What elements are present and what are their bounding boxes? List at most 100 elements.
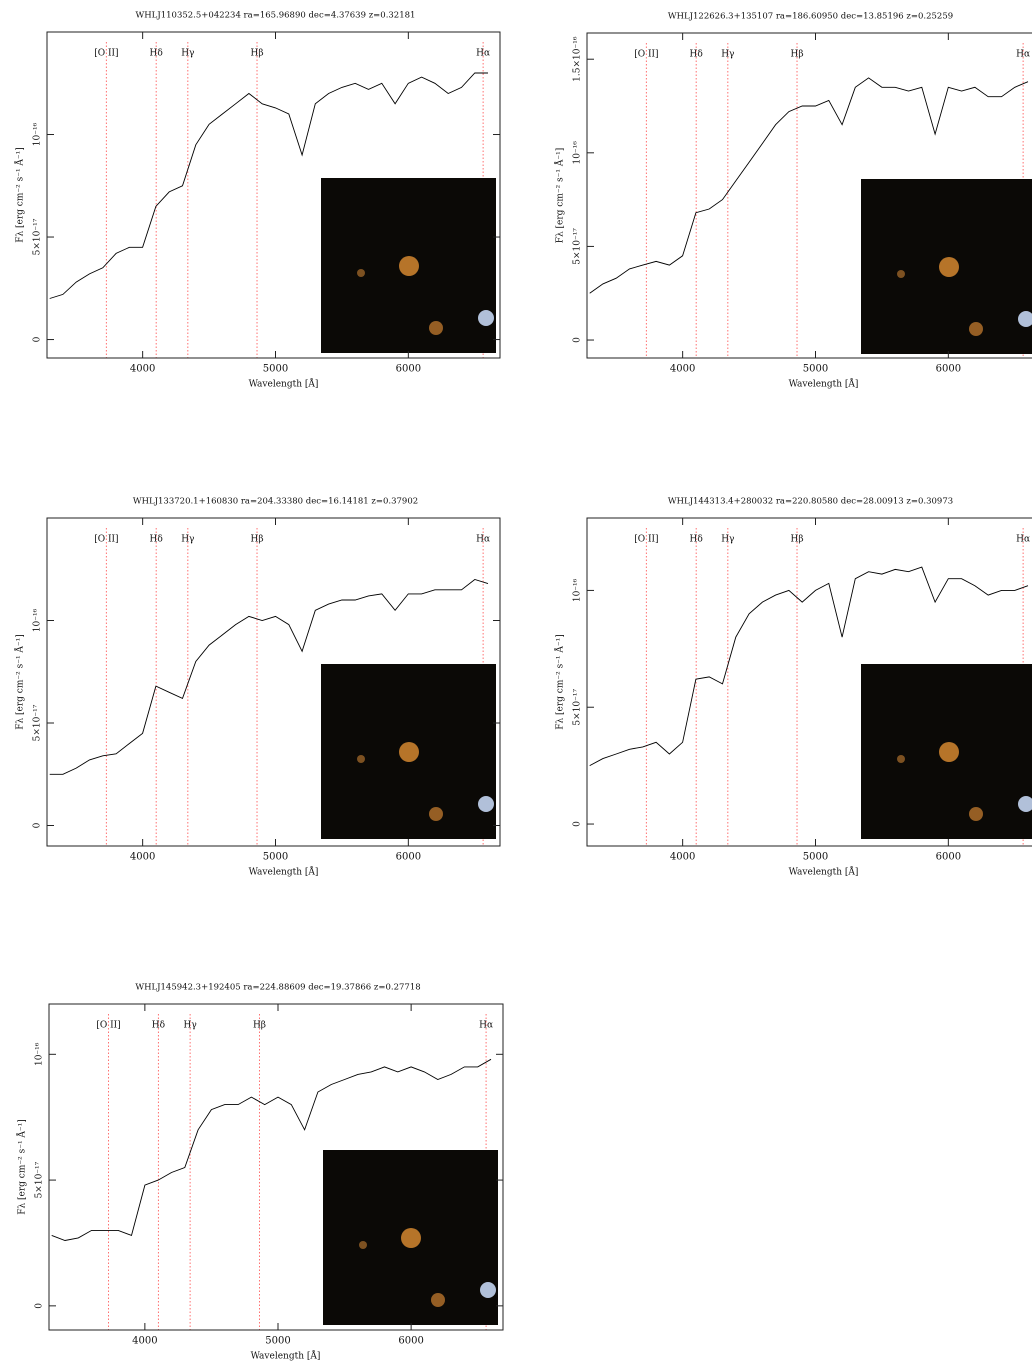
plot-frame <box>46 517 501 847</box>
emission-line-label: [O II] <box>94 535 118 545</box>
emission-line-label: Hγ <box>181 535 194 545</box>
y-axis-label: Fλ [erg cm⁻² s⁻¹ Å⁻¹] <box>14 634 26 730</box>
emission-line-label: Hβ <box>790 50 803 60</box>
emission-line-label: Hδ <box>690 50 703 60</box>
panel: WHLJ144313.4+280032 ra=220.80580 dec=28.… <box>554 497 1032 878</box>
plot-frame <box>48 1003 504 1331</box>
inset-galaxy <box>431 1293 445 1307</box>
emission-line-label: Hδ <box>150 49 163 59</box>
emission-line-label: Hα <box>1016 50 1030 60</box>
plot-frame <box>586 32 1032 359</box>
x-tick-label: 4000 <box>670 364 695 375</box>
inset-galaxy <box>399 256 419 276</box>
emission-line-label: Hα <box>476 49 490 59</box>
y-tick-label: 5×10⁻¹⁷ <box>33 704 43 741</box>
x-tick-label: 5000 <box>263 364 288 375</box>
emission-line-label: Hδ <box>150 535 163 545</box>
inset-galaxy <box>429 807 443 821</box>
inset-galaxy <box>969 807 983 821</box>
y-tick-label: 10⁻¹⁶ <box>33 608 43 632</box>
inset-galaxy <box>897 755 905 763</box>
emission-line-label: [O II] <box>634 50 658 60</box>
inset-star <box>478 310 494 326</box>
y-axis-label: Fλ [erg cm⁻² s⁻¹ Å⁻¹] <box>16 1119 28 1215</box>
inset-galaxy <box>399 742 419 762</box>
emission-line-label: Hβ <box>253 1021 266 1031</box>
inset-galaxy <box>939 257 959 277</box>
x-tick-label: 6000 <box>936 364 961 375</box>
y-tick-label: 10⁻¹⁶ <box>35 1042 45 1066</box>
emission-line-label: Hγ <box>721 50 734 60</box>
x-tick-label: 6000 <box>936 852 961 863</box>
x-axis-label: Wavelength [Å] <box>789 378 859 390</box>
y-tick-label: 0 <box>573 821 583 827</box>
panel: WHLJ133720.1+160830 ra=204.33380 dec=16.… <box>14 497 501 878</box>
x-axis-label: Wavelength [Å] <box>249 866 319 878</box>
x-tick-label: 5000 <box>265 1336 290 1347</box>
x-tick-label: 6000 <box>396 852 421 863</box>
y-tick-label: 0 <box>35 1303 45 1309</box>
chart-title: WHLJ145942.3+192405 ra=224.88609 dec=19.… <box>135 983 420 993</box>
x-tick-label: 6000 <box>398 1336 423 1347</box>
emission-line-label: [O II] <box>96 1021 120 1031</box>
spectrum-line <box>49 72 488 299</box>
x-axis-label: Wavelength [Å] <box>251 1350 321 1362</box>
inset-star <box>1018 311 1032 327</box>
x-tick-label: 5000 <box>803 852 828 863</box>
inset-galaxy <box>357 269 365 277</box>
emission-line-label: Hβ <box>250 49 263 59</box>
x-tick-label: 4000 <box>132 1336 157 1347</box>
emission-line-label: Hβ <box>790 535 803 545</box>
x-tick-label: 5000 <box>803 364 828 375</box>
panel: WHLJ110352.5+042234 ra=165.96890 dec=4.3… <box>14 11 501 390</box>
inset-galaxy <box>939 742 959 762</box>
y-tick-label: 1.5×10⁻¹⁶ <box>573 36 583 82</box>
y-tick-label: 10⁻¹⁶ <box>33 122 43 146</box>
x-axis-label: Wavelength [Å] <box>249 378 319 390</box>
inset-galaxy <box>969 322 983 336</box>
chart-title: WHLJ133720.1+160830 ra=204.33380 dec=16.… <box>133 497 418 507</box>
x-tick-label: 4000 <box>130 852 155 863</box>
spectrum-line <box>51 1058 492 1241</box>
panel: WHLJ122626.3+135107 ra=186.60950 dec=13.… <box>554 12 1032 390</box>
y-tick-label: 10⁻¹⁶ <box>573 578 583 602</box>
panel: WHLJ145942.3+192405 ra=224.88609 dec=19.… <box>16 983 504 1362</box>
inset-star <box>480 1282 496 1298</box>
emission-line-label: Hα <box>476 535 490 545</box>
emission-line-label: Hα <box>1016 535 1030 545</box>
emission-line-label: Hδ <box>152 1021 165 1031</box>
inset-galaxy <box>897 270 905 278</box>
y-tick-label: 10⁻¹⁶ <box>573 141 583 165</box>
spectrum-line <box>49 579 489 775</box>
emission-line-label: Hγ <box>721 535 734 545</box>
x-tick-label: 4000 <box>670 852 695 863</box>
y-axis-label: Fλ [erg cm⁻² s⁻¹ Å⁻¹] <box>554 634 566 730</box>
y-tick-label: 5×10⁻¹⁷ <box>573 688 583 725</box>
y-axis-label: Fλ [erg cm⁻² s⁻¹ Å⁻¹] <box>14 147 26 243</box>
inset-galaxy <box>429 321 443 335</box>
emission-line-label: [O II] <box>634 535 658 545</box>
inset-galaxy <box>357 755 365 763</box>
emission-line-label: [O II] <box>94 49 118 59</box>
x-tick-label: 6000 <box>396 364 421 375</box>
inset-galaxy <box>401 1228 421 1248</box>
chart-title: WHLJ110352.5+042234 ra=165.96890 dec=4.3… <box>136 11 416 21</box>
y-axis-label: Fλ [erg cm⁻² s⁻¹ Å⁻¹] <box>554 148 566 244</box>
inset-star <box>1018 796 1032 812</box>
emission-line-label: Hα <box>479 1021 493 1031</box>
inset-star <box>478 796 494 812</box>
x-axis-label: Wavelength [Å] <box>789 866 859 878</box>
spectrum-line <box>589 566 1029 766</box>
y-tick-label: 0 <box>573 337 583 343</box>
plot-frame <box>586 517 1032 847</box>
chart-title: WHLJ122626.3+135107 ra=186.60950 dec=13.… <box>668 12 953 22</box>
emission-line-label: Hβ <box>250 535 263 545</box>
y-tick-label: 5×10⁻¹⁷ <box>33 218 43 255</box>
emission-line-label: Hγ <box>181 49 194 59</box>
emission-line-label: Hγ <box>184 1021 197 1031</box>
inset-galaxy <box>359 1241 367 1249</box>
x-tick-label: 4000 <box>130 364 155 375</box>
plot-frame <box>46 31 501 359</box>
chart-title: WHLJ144313.4+280032 ra=220.80580 dec=28.… <box>668 497 953 507</box>
